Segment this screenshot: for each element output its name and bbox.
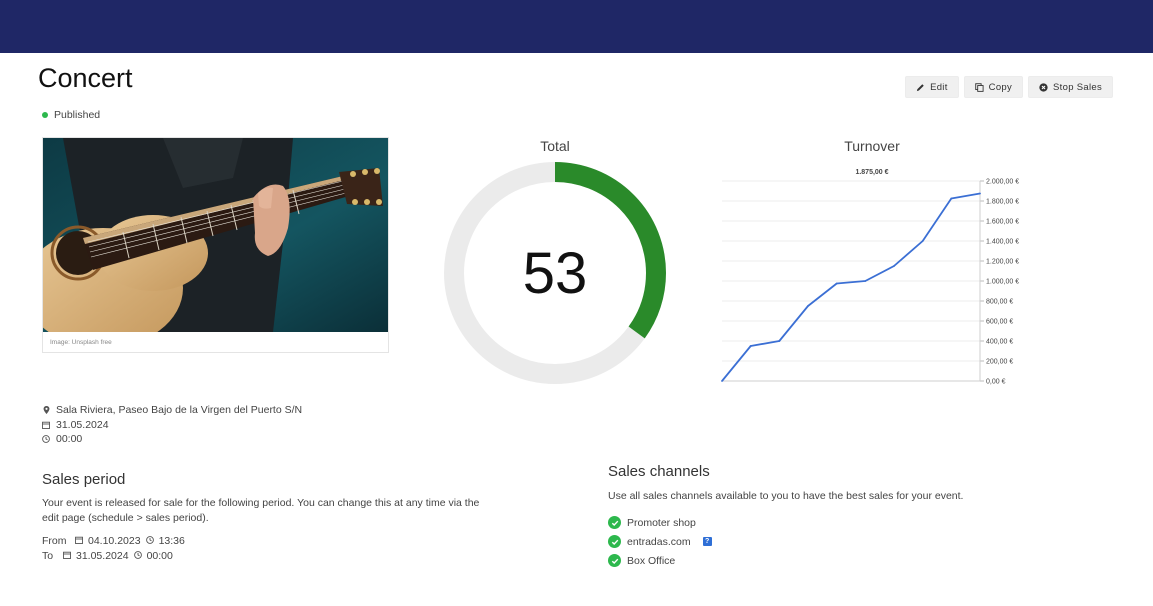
channel-label: Box Office xyxy=(627,554,676,567)
turnover-title: Turnover xyxy=(844,138,900,154)
edit-button[interactable]: Edit xyxy=(905,76,959,98)
y-tick-label: 400,00 € xyxy=(986,339,1013,346)
y-tick-label: 1.400,00 € xyxy=(986,239,1019,246)
y-tick-label: 1.600,00 € xyxy=(986,219,1019,226)
clock-icon xyxy=(42,435,50,444)
sales-period-title: Sales period xyxy=(42,471,126,488)
stop-sales-button-label: Stop Sales xyxy=(1053,81,1102,93)
copy-button[interactable]: Copy xyxy=(963,76,1024,98)
turnover-line xyxy=(721,192,981,382)
help-icon[interactable]: ? xyxy=(702,537,712,546)
to-date: 31.05.2024 xyxy=(76,549,129,562)
from-date: 04.10.2023 xyxy=(88,534,141,547)
channel-label: Promoter shop xyxy=(627,516,696,529)
data-point xyxy=(807,305,809,307)
data-point xyxy=(835,282,838,285)
calendar-icon xyxy=(42,421,50,429)
to-label: To xyxy=(42,549,54,562)
clock-icon xyxy=(133,550,142,562)
y-tick-label: 2.000,00 € xyxy=(986,179,1019,186)
stop-sales-button[interactable]: Stop Sales xyxy=(1028,76,1113,98)
times-circle-icon xyxy=(1039,82,1048,92)
page-title: Concert xyxy=(38,63,133,93)
check-circle-icon xyxy=(608,516,621,529)
calendar-icon xyxy=(63,550,71,562)
to-time: 00:00 xyxy=(146,549,173,562)
y-tick-label: 200,00 € xyxy=(986,359,1013,366)
event-image-card: Image: Unsplash free xyxy=(42,137,389,353)
check-circle-icon xyxy=(608,554,621,567)
channel-item: Box Office xyxy=(608,551,712,570)
total-title: Total xyxy=(540,138,570,154)
gauge-progress-arc xyxy=(444,162,666,384)
image-caption: Image: Unsplash free xyxy=(50,339,112,346)
map-marker-icon xyxy=(42,406,50,415)
data-point xyxy=(721,380,723,382)
total-gauge xyxy=(444,162,666,384)
status-label: Published xyxy=(54,109,101,121)
edit-button-label: Edit xyxy=(930,81,948,93)
peak-annotation: 1.875,00 € xyxy=(855,169,888,176)
sales-channels-list: Promoter shop entradas.com ? Box Office xyxy=(608,513,712,570)
period-from-row: From 04.10.2023 13:36 xyxy=(42,533,185,548)
y-tick-label: 1.800,00 € xyxy=(986,199,1019,206)
data-point xyxy=(778,340,781,342)
y-tick-label: 1.000,00 € xyxy=(986,279,1019,286)
status-dot-icon xyxy=(42,112,48,118)
from-time: 13:36 xyxy=(158,534,185,547)
sales-channels-description: Use all sales channels available to you … xyxy=(608,490,964,502)
date-text: 31.05.2024 xyxy=(56,418,109,431)
data-point xyxy=(979,192,981,195)
location-text: Sala Riviera, Paseo Bajo de la Virgen de… xyxy=(56,404,303,417)
copy-button-label: Copy xyxy=(988,81,1013,93)
y-tick-label: 800,00 € xyxy=(986,299,1013,306)
turnover-chart: 0,00 € 200,00 € 400,00 € 600,00 € 800,00 € 1.… xyxy=(721,169,1019,386)
data-point xyxy=(950,197,953,200)
channel-item: Promoter shop xyxy=(608,513,712,532)
copy-icon xyxy=(974,82,984,92)
time-text: 00:00 xyxy=(56,433,83,446)
channel-label: entradas.com xyxy=(627,535,691,548)
clock-icon xyxy=(145,535,154,547)
sales-period-description: Your event is released for sale for the … xyxy=(42,497,480,524)
calendar-icon xyxy=(75,535,83,547)
y-tick-label: 600,00 € xyxy=(986,319,1013,326)
date-row: 31.05.2024 xyxy=(42,418,302,433)
location-row: Sala Riviera, Paseo Bajo de la Virgen de… xyxy=(42,403,302,418)
data-point xyxy=(921,240,924,242)
period-to-row: To 31.05.2024 00:00 xyxy=(42,548,185,563)
from-label: From xyxy=(42,534,67,547)
event-toolbar: Edit Copy Stop Sales xyxy=(905,76,1113,98)
check-circle-icon xyxy=(608,535,621,548)
channel-item: entradas.com ? xyxy=(608,532,712,551)
data-point xyxy=(864,280,867,282)
pencil-icon xyxy=(916,83,925,92)
y-tick-label: 0,00 € xyxy=(986,379,1006,386)
sales-period-range: From 04.10.2023 13:36 To 31.05.2024 00:0… xyxy=(42,533,185,563)
y-tick-label: 1.200,00 € xyxy=(986,259,1019,266)
event-info: Sala Riviera, Paseo Bajo de la Virgen de… xyxy=(42,403,302,447)
sales-channels-title: Sales channels xyxy=(608,463,710,480)
time-row: 00:00 xyxy=(42,432,302,447)
data-point xyxy=(893,265,895,267)
status-badge: Published xyxy=(42,109,100,121)
total-value: 53 xyxy=(522,240,588,306)
event-photo xyxy=(43,138,388,332)
data-point xyxy=(749,345,752,347)
top-navigation-bar xyxy=(0,0,1153,53)
